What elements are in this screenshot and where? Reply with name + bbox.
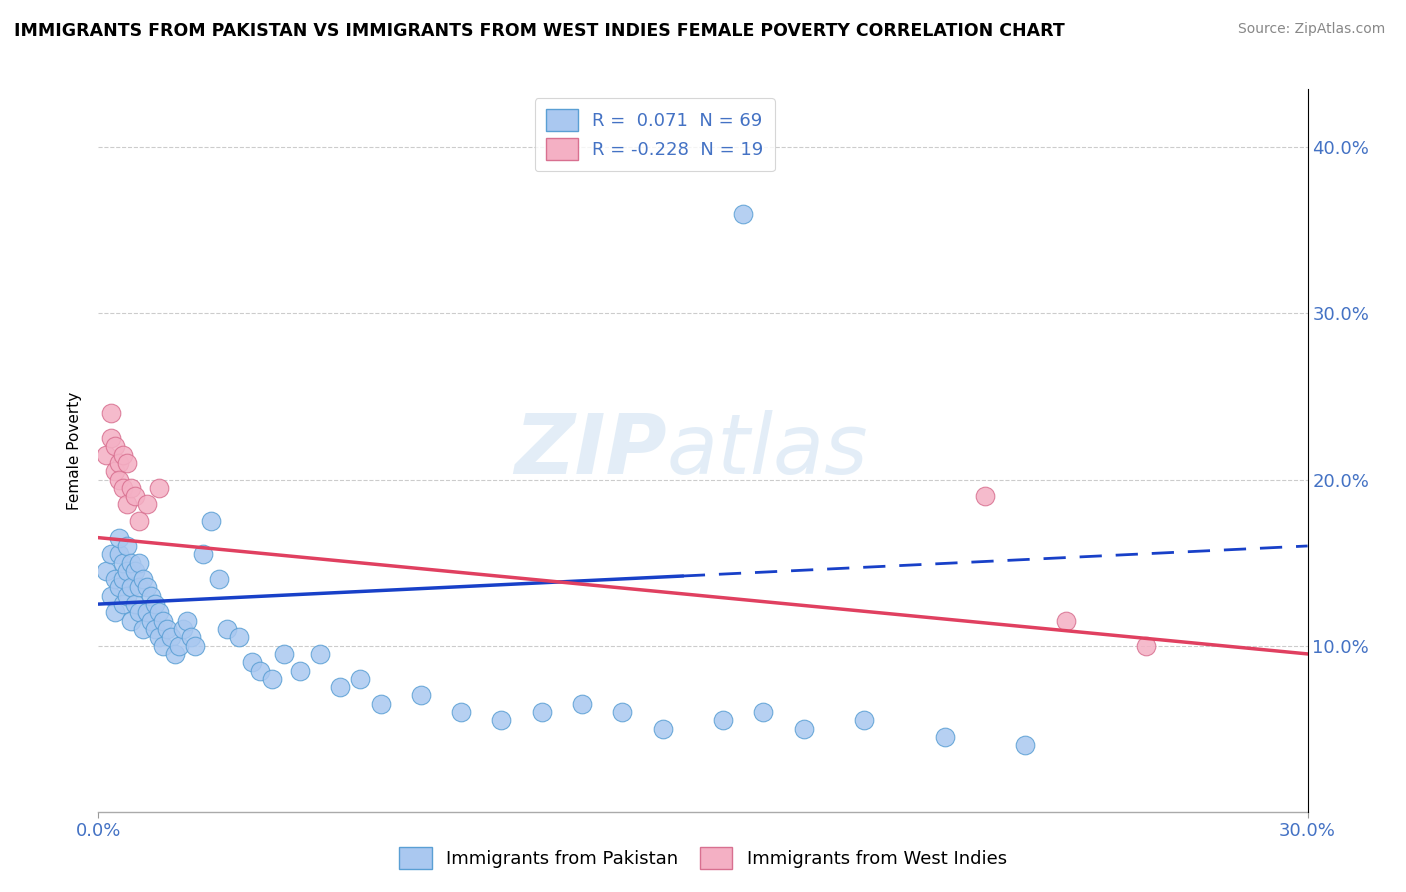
Text: IMMIGRANTS FROM PAKISTAN VS IMMIGRANTS FROM WEST INDIES FEMALE POVERTY CORRELATI: IMMIGRANTS FROM PAKISTAN VS IMMIGRANTS F… xyxy=(14,22,1064,40)
Point xyxy=(103,606,125,620)
Point xyxy=(148,606,170,620)
Point xyxy=(115,564,138,578)
Point xyxy=(491,714,513,728)
Point xyxy=(260,672,283,686)
Point xyxy=(1014,739,1036,753)
Point xyxy=(132,572,155,586)
Point xyxy=(96,564,118,578)
Point xyxy=(329,680,352,694)
Point xyxy=(111,448,134,462)
Point xyxy=(139,614,162,628)
Point xyxy=(111,481,134,495)
Point xyxy=(152,614,174,628)
Point xyxy=(974,489,997,503)
Point xyxy=(143,597,166,611)
Point xyxy=(139,589,162,603)
Point xyxy=(96,448,118,462)
Point xyxy=(172,622,194,636)
Point xyxy=(100,589,122,603)
Point xyxy=(100,431,122,445)
Point xyxy=(208,572,231,586)
Point xyxy=(934,730,956,744)
Point xyxy=(160,630,183,644)
Point xyxy=(128,514,150,528)
Point xyxy=(135,581,157,595)
Point xyxy=(124,564,146,578)
Point xyxy=(200,514,222,528)
Point xyxy=(571,697,593,711)
Point xyxy=(115,539,138,553)
Point xyxy=(120,481,142,495)
Point xyxy=(1135,639,1157,653)
Point xyxy=(120,556,142,570)
Point xyxy=(1054,614,1077,628)
Point xyxy=(135,606,157,620)
Point xyxy=(120,614,142,628)
Point xyxy=(273,647,295,661)
Point xyxy=(733,207,755,221)
Y-axis label: Female Poverty: Female Poverty xyxy=(67,392,83,509)
Point xyxy=(111,572,134,586)
Point xyxy=(793,722,815,736)
Point xyxy=(128,556,150,570)
Point xyxy=(176,614,198,628)
Point xyxy=(193,547,215,561)
Point xyxy=(228,630,250,644)
Point xyxy=(651,722,673,736)
Point xyxy=(217,622,239,636)
Point xyxy=(288,664,311,678)
Point xyxy=(240,655,263,669)
Point xyxy=(612,705,634,719)
Point xyxy=(148,630,170,644)
Point xyxy=(530,705,553,719)
Point xyxy=(309,647,332,661)
Point xyxy=(128,581,150,595)
Point xyxy=(107,531,129,545)
Point xyxy=(143,622,166,636)
Point xyxy=(752,705,775,719)
Text: atlas: atlas xyxy=(666,410,869,491)
Legend: R =  0.071  N = 69, R = -0.228  N = 19: R = 0.071 N = 69, R = -0.228 N = 19 xyxy=(534,98,775,171)
Legend: Immigrants from Pakistan, Immigrants from West Indies: Immigrants from Pakistan, Immigrants fro… xyxy=(392,839,1014,876)
Point xyxy=(370,697,392,711)
Point xyxy=(111,556,134,570)
Point xyxy=(180,630,202,644)
Point xyxy=(107,547,129,561)
Point xyxy=(450,705,472,719)
Point xyxy=(120,581,142,595)
Text: Source: ZipAtlas.com: Source: ZipAtlas.com xyxy=(1237,22,1385,37)
Point xyxy=(115,589,138,603)
Text: ZIP: ZIP xyxy=(515,410,666,491)
Point xyxy=(115,498,138,512)
Point xyxy=(124,489,146,503)
Point xyxy=(349,672,371,686)
Point xyxy=(853,714,876,728)
Point xyxy=(135,498,157,512)
Point xyxy=(184,639,207,653)
Point xyxy=(115,456,138,470)
Point xyxy=(249,664,271,678)
Point xyxy=(711,714,734,728)
Point xyxy=(103,464,125,478)
Point xyxy=(103,439,125,453)
Point xyxy=(167,639,190,653)
Point xyxy=(163,647,186,661)
Point xyxy=(124,597,146,611)
Point xyxy=(409,689,432,703)
Point xyxy=(107,473,129,487)
Point xyxy=(128,606,150,620)
Point xyxy=(132,622,155,636)
Point xyxy=(111,597,134,611)
Point xyxy=(156,622,179,636)
Point xyxy=(103,572,125,586)
Point xyxy=(152,639,174,653)
Point xyxy=(148,481,170,495)
Point xyxy=(100,547,122,561)
Point xyxy=(107,581,129,595)
Point xyxy=(100,406,122,420)
Point xyxy=(107,456,129,470)
